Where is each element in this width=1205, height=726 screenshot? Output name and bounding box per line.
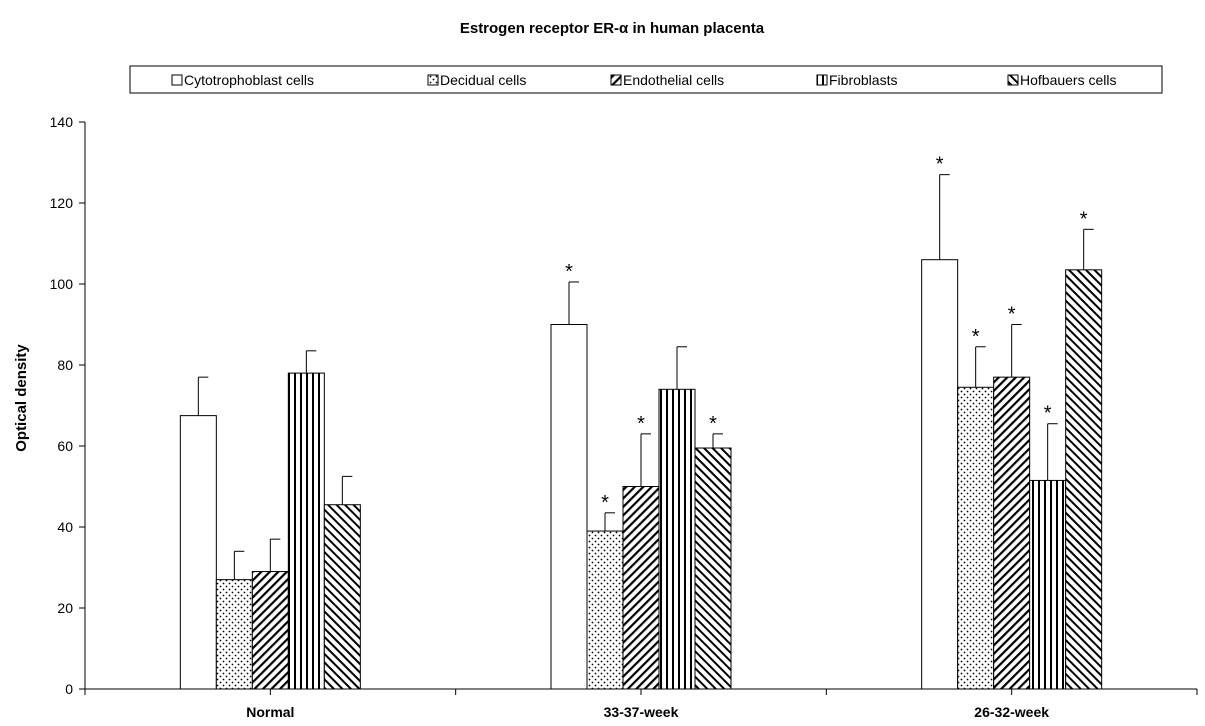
y-tick-label: 80: [57, 357, 73, 373]
bar: [1065, 269, 1103, 690]
significance-star: *: [1008, 304, 1016, 326]
significance-star: *: [709, 413, 717, 435]
y-tick-label: 0: [65, 681, 73, 697]
y-tick-label: 100: [50, 276, 74, 292]
bar: [287, 372, 325, 690]
significance-star: *: [601, 492, 609, 514]
y-tick-label: 140: [50, 114, 74, 130]
bar: [658, 388, 696, 690]
significance-star: *: [1080, 208, 1088, 230]
legend-swatch: [816, 74, 828, 86]
bar: [251, 571, 289, 690]
legend-label: Hofbauers cells: [1020, 72, 1117, 88]
bar: [921, 259, 959, 690]
legend-label: Endothelial cells: [623, 72, 724, 88]
x-category-label: 26-32-week: [974, 704, 1049, 720]
bar: [179, 415, 217, 690]
bar: [957, 386, 995, 690]
chart-title-alpha: α: [619, 20, 629, 37]
chart-title-part-1: Estrogen receptor ER-: [460, 20, 619, 37]
y-tick-label: 60: [57, 438, 73, 454]
legend-swatch: [427, 74, 439, 86]
significance-star: *: [565, 261, 573, 283]
legend-swatch: [1007, 74, 1019, 86]
legend-swatch: [610, 74, 622, 86]
bar: [1029, 479, 1067, 690]
plot-area: 0 20 40 60 80 100 120 140 Normal 33-37-week * * * * 26…: [50, 114, 1198, 720]
significance-star: *: [1044, 403, 1052, 425]
legend-label: Decidual cells: [440, 72, 526, 88]
bar: [586, 530, 624, 690]
bar: [215, 579, 253, 690]
chart-title: Estrogen receptor ER-α in human placenta: [460, 20, 765, 37]
chart-title-part-2: in human placenta: [628, 20, 765, 37]
y-tick-label: 120: [50, 195, 74, 211]
x-category-label: 33-37-week: [604, 704, 679, 720]
legend: Cytotrophoblast cells Decidual cells Endot…: [171, 72, 1117, 88]
x-category-label: Normal: [246, 704, 294, 720]
significance-star: *: [936, 154, 944, 176]
bar: [993, 376, 1031, 690]
bar: [550, 324, 588, 690]
bar: [622, 486, 660, 690]
legend-swatch: [171, 74, 183, 86]
significance-star: *: [972, 326, 980, 348]
legend-label: Cytotrophoblast cells: [184, 72, 314, 88]
bar: [694, 447, 732, 690]
legend-box: [129, 65, 1163, 94]
legend-label: Fibroblasts: [829, 72, 897, 88]
y-tick-label: 20: [57, 600, 73, 616]
bar: [323, 504, 361, 690]
significance-star: *: [637, 413, 645, 435]
y-tick-label: 40: [57, 519, 73, 535]
y-axis-title: Optical density: [13, 344, 30, 452]
